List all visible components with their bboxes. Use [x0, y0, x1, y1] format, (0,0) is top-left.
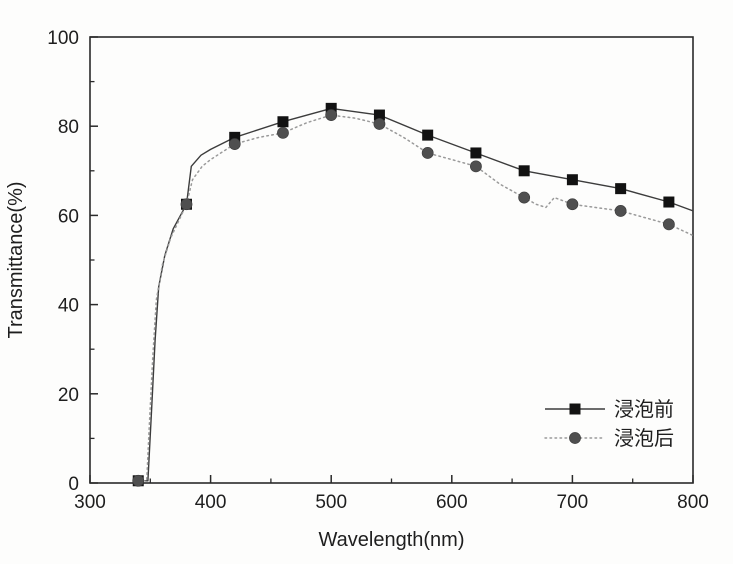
data-point-square: [566, 174, 578, 186]
series-line-circle: [137, 114, 694, 482]
data-point-circle: [518, 191, 531, 204]
data-point-circle: [180, 198, 193, 211]
data-point-circle: [470, 160, 482, 173]
x-tick-label: 400: [195, 492, 227, 513]
data-point-circle: [325, 109, 338, 121]
data-point-circle: [373, 118, 386, 130]
data-point-square: [518, 165, 530, 177]
x-tick-label: 300: [74, 492, 106, 513]
x-axis-title: Wavelength(nm): [319, 529, 465, 551]
data-point-square: [615, 183, 627, 195]
x-tick-label: 700: [557, 492, 589, 513]
data-point-circle: [277, 126, 289, 139]
data-point-square: [663, 196, 675, 208]
y-tick-label: 0: [68, 474, 79, 495]
x-tick-label: 600: [436, 492, 468, 513]
x-tick-label: 500: [315, 492, 347, 513]
legend-label: 浸泡后: [614, 427, 674, 450]
data-point-square: [277, 116, 289, 128]
data-point-circle: [132, 474, 145, 487]
data-point-circle: [614, 205, 627, 217]
x-tick-label: 800: [677, 492, 709, 513]
data-point-square: [229, 131, 241, 143]
series-line-square: [138, 107, 694, 482]
data-point-circle: [228, 138, 241, 150]
data-point-circle: [566, 198, 579, 211]
data-point-circle: [421, 147, 434, 159]
data-point-square: [373, 109, 385, 121]
data-point-square: [470, 147, 482, 159]
legend-marker: [569, 432, 581, 444]
legend-marker: [569, 403, 581, 415]
data-point-square: [325, 102, 337, 114]
y-tick-label: 100: [47, 28, 79, 49]
y-tick-label: 60: [58, 206, 79, 227]
data-point-square: [422, 129, 434, 141]
y-tick-label: 80: [58, 117, 79, 138]
y-tick-label: 20: [58, 385, 79, 406]
y-axis-title: Transmittance(%): [5, 181, 27, 338]
y-tick-label: 40: [58, 296, 79, 317]
legend-label: 浸泡前: [614, 398, 674, 421]
plot-frame: [89, 36, 694, 484]
data-point-circle: [662, 218, 675, 231]
